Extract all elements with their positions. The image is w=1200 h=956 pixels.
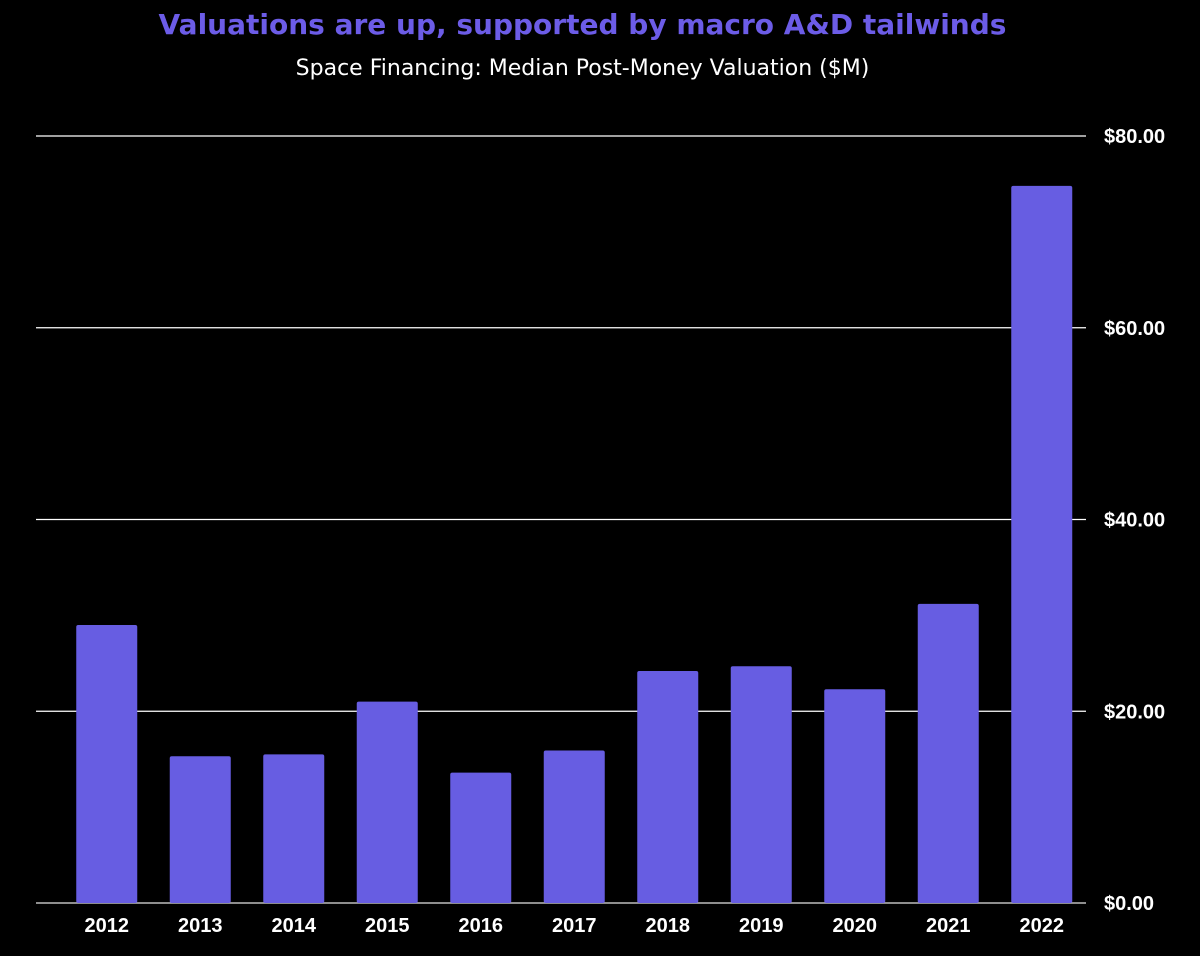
x-tick-label: 2016 [459, 915, 504, 937]
bar-2012 [76, 624, 138, 903]
bar-2021 [917, 603, 979, 903]
y-tick-label: $60.00 [1104, 318, 1165, 340]
bar-2014 [263, 754, 325, 903]
x-tick-label: 2015 [365, 915, 410, 937]
bar-2017 [543, 750, 605, 903]
bar-2015 [356, 701, 418, 903]
x-axis-ticks: 2012 2013 2014 2015 2016 2017 2018 2019 2020 2021… [85, 915, 1065, 937]
chart-subtitle: Space Financing: Median Post-Money Valua… [295, 56, 870, 81]
x-tick-label: 2021 [926, 915, 971, 937]
bar-2013 [169, 756, 231, 903]
x-tick-label: 2018 [646, 915, 691, 937]
y-tick-label: $20.00 [1104, 701, 1165, 723]
x-tick-label: 2012 [85, 915, 130, 937]
bar-2022 [1011, 185, 1073, 904]
bars [76, 185, 1073, 904]
y-tick-label: $0.00 [1104, 893, 1154, 915]
x-tick-label: 2013 [178, 915, 223, 937]
y-tick-label: $40.00 [1104, 510, 1165, 532]
bar-2019 [730, 666, 792, 903]
x-tick-label: 2019 [739, 915, 784, 937]
bar-2018 [637, 670, 699, 903]
x-tick-label: 2022 [1020, 915, 1065, 937]
x-tick-label: 2020 [833, 915, 878, 937]
y-axis-ticks: $0.00 $20.00 $40.00 $60.00 $80.00 [1104, 126, 1165, 915]
x-tick-label: 2017 [552, 915, 597, 937]
x-tick-label: 2014 [272, 915, 317, 937]
bar-2016 [450, 772, 512, 903]
chart-title: Valuations are up, supported by macro A&… [158, 8, 1007, 41]
bar-2020 [824, 689, 886, 903]
y-tick-label: $80.00 [1104, 126, 1165, 148]
